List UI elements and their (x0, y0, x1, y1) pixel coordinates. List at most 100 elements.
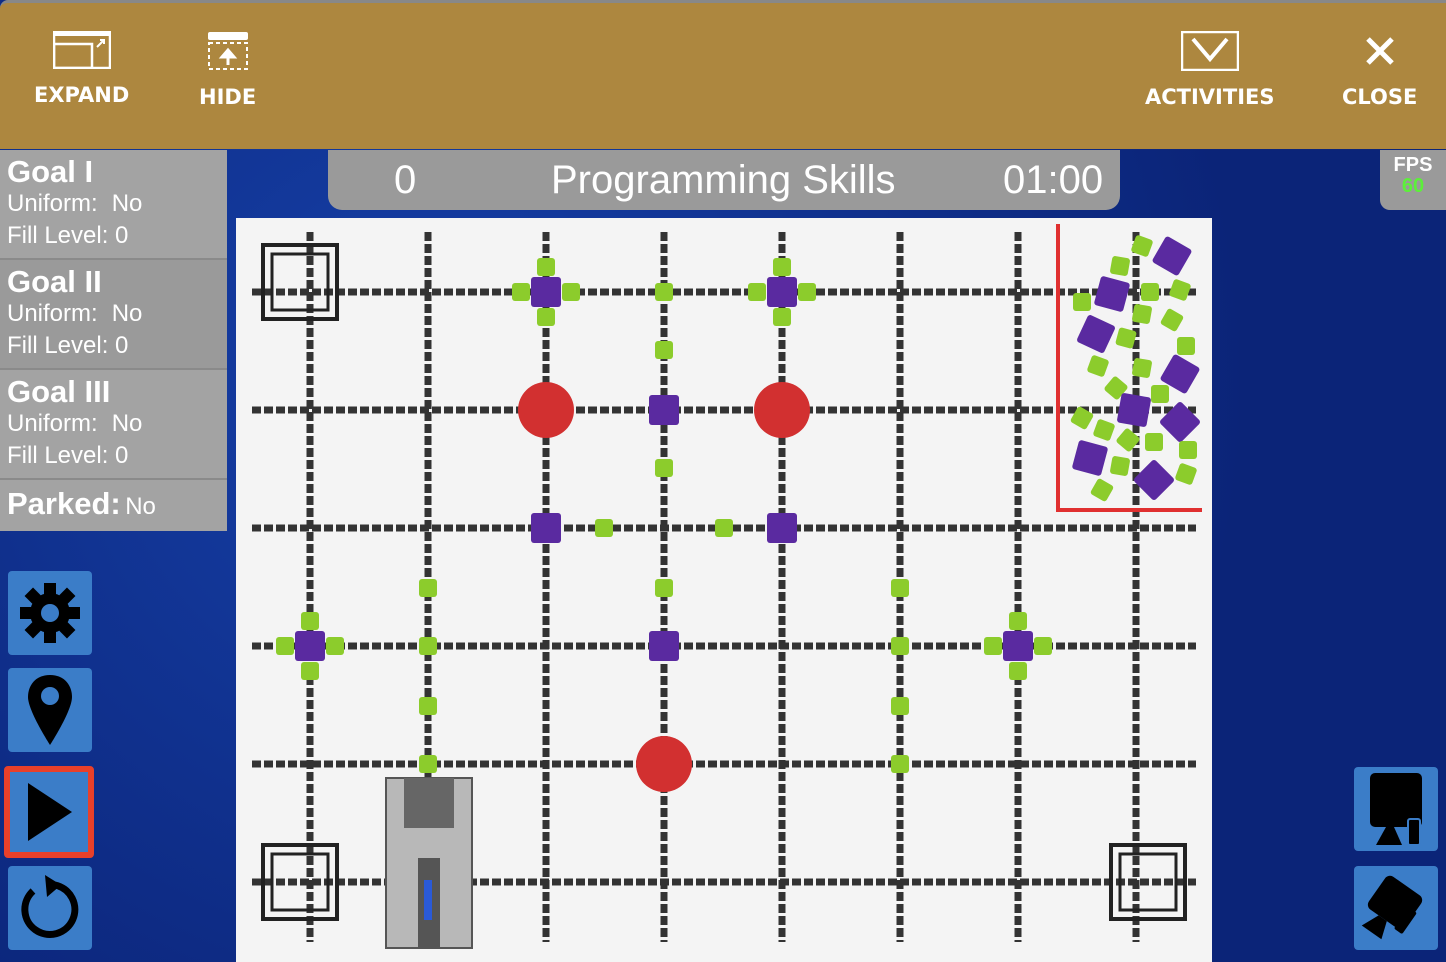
goal-inner (1118, 852, 1178, 912)
play-icon (28, 783, 72, 841)
top-camera-button[interactable] (1354, 767, 1438, 851)
green-cube (715, 519, 733, 537)
goal-status-panel: Goal I Uniform: No Fill Level: 0 Goal II … (0, 150, 227, 531)
green-cube (1115, 327, 1137, 349)
purple-cube (767, 513, 797, 543)
robot-part (424, 880, 432, 920)
green-cube (419, 579, 437, 597)
green-cube (301, 612, 319, 630)
green-cube (891, 697, 909, 715)
location-button[interactable] (8, 668, 92, 752)
score-bar: 0 Programming Skills 01:00 (328, 150, 1120, 210)
top-toolbar: EXPAND HIDE ACTIVITIES CLOSE (0, 0, 1446, 149)
green-cube (301, 662, 319, 680)
purple-cube (1134, 460, 1174, 500)
green-cube (748, 283, 766, 301)
green-cube (891, 579, 909, 597)
purple-cube (1003, 631, 1033, 661)
location-pin-icon (28, 675, 72, 745)
parked-status: Parked: No (0, 480, 227, 531)
green-cube (1093, 419, 1115, 441)
green-cube (419, 697, 437, 715)
game-field (236, 218, 1212, 962)
purple-cube (1094, 276, 1130, 312)
purple-cube (1117, 393, 1151, 427)
purple-cube (1072, 440, 1108, 476)
green-cube (1009, 612, 1027, 630)
green-cube (1132, 358, 1152, 378)
purple-cube (1160, 354, 1200, 394)
green-cube (1009, 662, 1027, 680)
purple-cube (1160, 402, 1200, 442)
settings-button[interactable] (8, 571, 92, 655)
green-cube (1087, 355, 1109, 377)
field-tiles (236, 218, 1212, 962)
robot-intake (404, 778, 454, 828)
angled-camera-button[interactable] (1354, 866, 1438, 950)
green-cube (276, 637, 294, 655)
green-cube (419, 755, 437, 773)
purple-cube (295, 631, 325, 661)
score: 0 (394, 158, 417, 202)
green-cube (1132, 304, 1152, 324)
green-cube (419, 637, 437, 655)
close-button[interactable]: CLOSE (1342, 31, 1417, 109)
green-cube (1175, 463, 1197, 485)
green-cube (1034, 637, 1052, 655)
green-cube (984, 637, 1002, 655)
starting-zone-line (1056, 224, 1202, 512)
purple-cube (767, 277, 797, 307)
gear-icon (20, 583, 80, 643)
green-cube (1151, 385, 1169, 403)
green-cube (1145, 433, 1163, 451)
goal-2-status: Goal II Uniform: No Fill Level: 0 (0, 260, 227, 370)
goal-inner (270, 852, 330, 912)
hide-icon (207, 32, 248, 70)
green-cube (537, 258, 555, 276)
green-cube (1169, 279, 1191, 301)
reset-button[interactable] (8, 866, 92, 950)
fps-counter: FPS 60 (1380, 150, 1446, 210)
mode-title: Programming Skills (551, 158, 896, 202)
purple-cube (1152, 236, 1192, 276)
timer: 01:00 (1003, 158, 1104, 202)
purple-cube (531, 513, 561, 543)
purple-cube (1077, 315, 1115, 353)
green-cube (1090, 478, 1114, 502)
red-ball (754, 382, 810, 438)
top-camera-icon (1370, 773, 1422, 846)
red-ball (636, 736, 692, 792)
green-cube (891, 637, 909, 655)
goal (1109, 843, 1187, 921)
hide-button[interactable]: HIDE (199, 31, 256, 109)
green-cube (891, 755, 909, 773)
goal-1-status: Goal I Uniform: No Fill Level: 0 (0, 150, 227, 260)
expand-button[interactable]: EXPAND (34, 31, 129, 107)
green-cube (512, 283, 530, 301)
green-cube (537, 308, 555, 326)
green-cube (1110, 256, 1130, 276)
green-cube (773, 308, 791, 326)
green-cube (1141, 283, 1159, 301)
green-cube (1073, 293, 1091, 311)
green-cube (1104, 376, 1128, 400)
green-cube (562, 283, 580, 301)
reset-icon (21, 875, 79, 938)
goal-3-status: Goal III Uniform: No Fill Level: 0 (0, 370, 227, 480)
close-icon (1365, 37, 1394, 65)
purple-cube (649, 631, 679, 661)
activities-button[interactable]: ACTIVITIES (1145, 31, 1274, 109)
green-cube (1177, 337, 1195, 355)
goal-inner (270, 252, 330, 312)
play-button[interactable] (4, 766, 94, 858)
purple-cube (531, 277, 561, 307)
green-cube (326, 637, 344, 655)
green-cube (595, 519, 613, 537)
green-cube (1160, 308, 1184, 332)
goal (261, 843, 339, 921)
purple-cube (649, 395, 679, 425)
green-cube (773, 258, 791, 276)
green-cube (1131, 235, 1153, 257)
green-cube (798, 283, 816, 301)
angled-camera-icon (1361, 875, 1423, 940)
